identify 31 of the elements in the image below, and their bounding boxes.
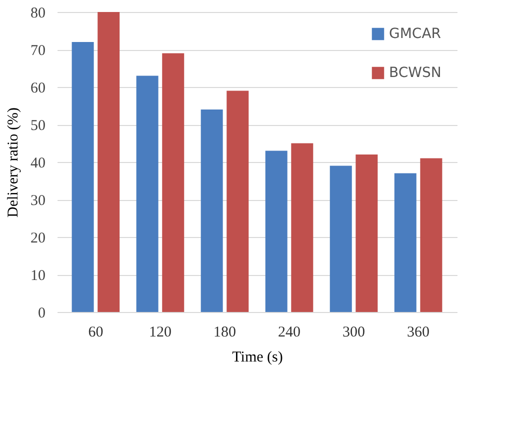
y-tick-label: 20 [30,230,46,246]
legend-label: GMCAR [389,26,442,42]
bar [291,143,314,312]
y-tick-label: 10 [30,268,46,284]
y-tick-label: 30 [30,193,46,209]
legend-label: BCWSN [389,65,442,81]
bar [98,12,120,312]
bar [330,166,352,312]
x-tick-label: 300 [342,324,366,340]
x-tick-label: 240 [278,324,301,340]
bar [226,90,249,312]
bar [420,158,442,312]
x-axis-title: Time (s) [232,350,283,366]
x-tick-label: 360 [407,324,430,340]
y-axis-title: Delivery ratio (%) [6,108,22,218]
y-tick-label: 50 [30,118,46,134]
y-tick-label: 0 [38,306,46,322]
bar [72,42,94,312]
bar [200,110,223,312]
x-tick-label: 60 [88,324,104,340]
bar [136,76,158,312]
y-tick-label: 60 [30,80,46,96]
bar [356,154,378,312]
x-tick-label: 180 [213,324,236,340]
bar [265,150,288,312]
y-tick-label: 80 [30,6,46,22]
bar [394,173,416,312]
y-tick-label: 70 [30,43,46,59]
x-tick-label: 120 [148,324,172,340]
bar [162,53,184,312]
y-tick-label: 40 [30,156,46,172]
